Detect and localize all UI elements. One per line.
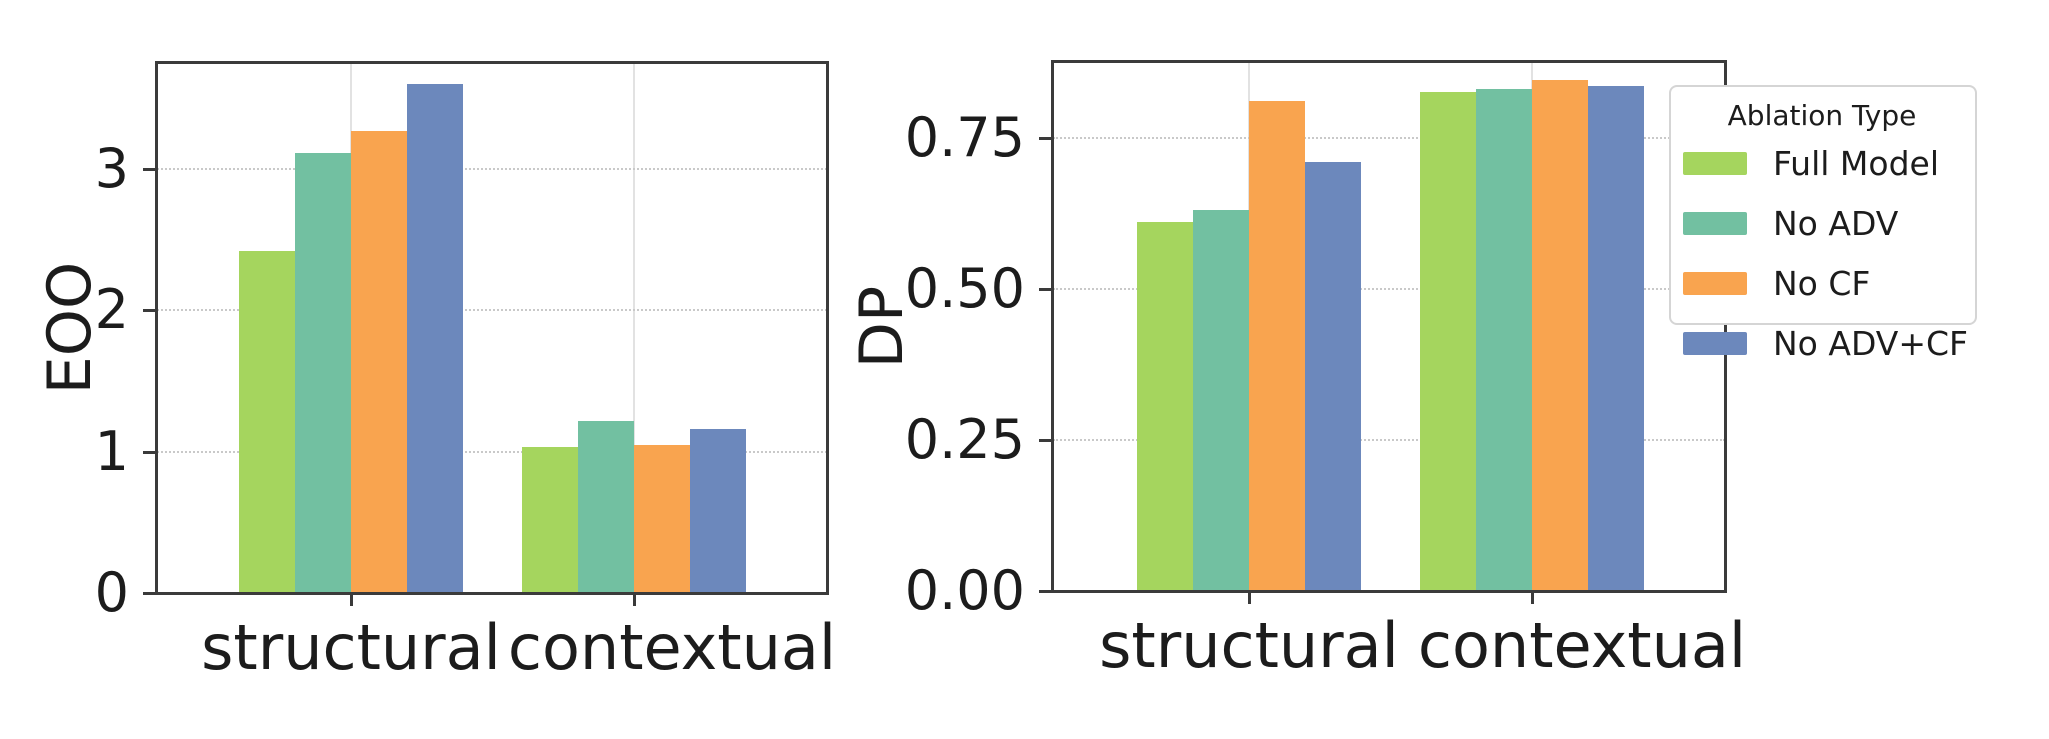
x-category-label-structural: structural [201, 611, 501, 684]
legend-item-label: No ADV [1773, 204, 1899, 243]
gridline-y-1 [157, 450, 827, 453]
legend-swatch-icon [1683, 272, 1747, 295]
y-tick-label-1: 1 [94, 419, 129, 483]
x-category-label-contextual: contextual [1417, 609, 1747, 682]
bar-contextual-no-adv-cf [690, 429, 746, 593]
bar-structural-no-cf [351, 131, 407, 593]
bar-contextual-no-cf [1532, 80, 1588, 591]
y-tick-label-2: 2 [94, 278, 129, 342]
y-tick-label-0: 0 [94, 561, 129, 624]
vertical-gridline-contextual [633, 63, 635, 593]
legend-swatch-icon [1683, 212, 1747, 235]
legend-item-full-model: Full Model [1683, 144, 1975, 183]
x-category-label-contextual: contextual [507, 611, 837, 684]
bar-contextual-no-adv [578, 421, 634, 593]
gridline-y-2 [157, 309, 827, 312]
x-tick-mark-structural [350, 593, 353, 606]
bar-structural-no-adv [295, 153, 351, 593]
bar-contextual-no-adv [1476, 89, 1532, 591]
legend-box: Ablation Type Full Model No ADV No CF No AD… [1669, 85, 1977, 363]
x-category-label-structural: structural [1099, 609, 1399, 682]
x-tick-mark-contextual [1531, 591, 1534, 604]
y-tick-mark [1039, 136, 1053, 140]
bar-structural-no-adv-cf [407, 84, 463, 593]
legend-swatch-icon [1683, 152, 1747, 175]
gridline-y-0.25 [1053, 438, 1725, 441]
y-tick-label-0.50: 0.50 [904, 256, 1025, 320]
y-tick-mark [143, 592, 157, 595]
legend-item-no-adv: No ADV [1683, 204, 1975, 243]
bar-contextual-full-model [522, 447, 578, 593]
legend-swatch-icon [1683, 332, 1747, 355]
x-tick-mark-contextual [633, 593, 636, 606]
plot-area [1053, 62, 1725, 591]
y-tick-mark [143, 168, 157, 171]
bar-contextual-no-cf [634, 445, 690, 593]
legend-item-no-cf: No CF [1683, 264, 1975, 303]
legend-rows: Full Model No ADV No CF No ADV+CF [1683, 144, 1975, 363]
x-tick-mark-structural [1248, 591, 1251, 604]
legend-item-no-adv-cf: No ADV+CF [1683, 324, 1975, 363]
bar-structural-full-model [1137, 222, 1193, 591]
gridline-y-0.50 [1053, 287, 1725, 290]
bar-structural-no-cf [1249, 101, 1305, 591]
y-tick-mark [1039, 438, 1053, 442]
legend-item-label: Full Model [1773, 144, 1939, 183]
legend-title: Ablation Type [1727, 99, 1917, 132]
y-tick-label-0.00: 0.00 [904, 559, 1025, 622]
bar-structural-no-adv-cf [1305, 162, 1361, 591]
y-tick-mark [143, 450, 157, 454]
bar-structural-full-model [239, 251, 295, 593]
legend-item-label: No CF [1773, 264, 1871, 303]
y-tick-label-3: 3 [94, 137, 129, 200]
bar-contextual-no-adv-cf [1588, 86, 1644, 591]
y-tick-mark [143, 309, 157, 313]
gridline-y-3 [157, 168, 827, 170]
plot-area [157, 63, 827, 593]
y-tick-label-0.25: 0.25 [904, 407, 1025, 471]
y-tick-mark [1039, 590, 1053, 593]
gridline-y-0.75 [1053, 136, 1725, 139]
legend-item-label: No ADV+CF [1773, 324, 1969, 363]
bar-structural-no-adv [1193, 210, 1249, 591]
y-tick-label-0.75: 0.75 [904, 105, 1025, 169]
y-tick-mark [1039, 287, 1053, 291]
bar-contextual-full-model [1420, 92, 1476, 591]
